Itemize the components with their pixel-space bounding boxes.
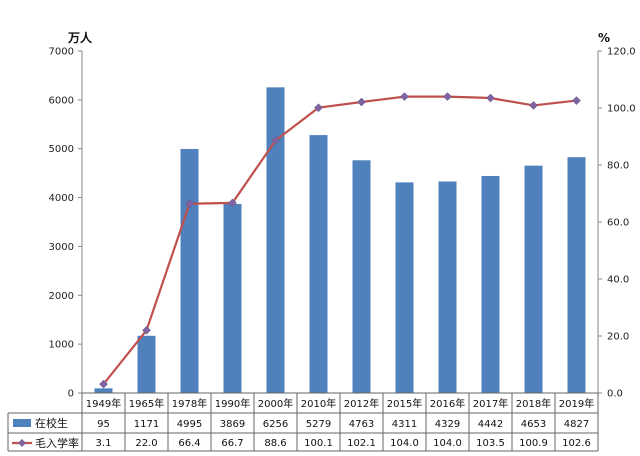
- left-axis-tick-label: 1000: [49, 340, 74, 351]
- legend-key-marker: [18, 439, 26, 447]
- bar: [94, 388, 113, 393]
- table-cell: 4763: [349, 419, 374, 430]
- table-cell: 4995: [177, 419, 202, 430]
- line-point: [529, 101, 538, 110]
- line-point: [357, 97, 366, 107]
- line-point: [228, 198, 237, 208]
- x-tick-label: 1965年: [129, 397, 164, 410]
- line-point: [400, 92, 409, 101]
- table-cell: 103.5: [476, 438, 505, 449]
- line-point: [185, 199, 194, 209]
- right-axis-tick-label: 0.0: [607, 389, 623, 400]
- right-axis-tick-label: 120.0: [607, 47, 636, 58]
- table-cell: 104.0: [433, 438, 462, 449]
- bar: [266, 87, 285, 393]
- right-axis-tick-label: 100.0: [607, 104, 636, 115]
- axes: 0 1000 2000 3000 4000 5000 6000 7000 0.0 20.0 40.0…: [49, 47, 636, 400]
- right-axis-tick-label: 40.0: [607, 275, 629, 286]
- table-cell: 4442: [478, 419, 503, 430]
- table-cell: 100.9: [519, 438, 548, 449]
- left-axis-tick-label: 4000: [49, 193, 74, 204]
- table-cell: 102.6: [562, 438, 591, 449]
- x-tick-label: 2015年: [387, 397, 422, 410]
- table-cell: 6256: [263, 419, 288, 430]
- right-axis-tick-label: 80.0: [607, 161, 629, 172]
- left-axis-tick-label: 0: [68, 389, 74, 400]
- table-cell: 22.0: [135, 438, 157, 449]
- x-tick-label: 2012年: [344, 397, 379, 410]
- bar: [180, 148, 199, 393]
- bar: [395, 182, 414, 393]
- bar: [309, 135, 328, 394]
- right-axis-tick-label: 60.0: [607, 218, 629, 229]
- line-point: [314, 103, 323, 113]
- bar: [481, 175, 500, 393]
- x-tick-label: 2018年: [516, 397, 551, 410]
- table-cell: 102.1: [347, 438, 376, 449]
- table-cell: 4653: [521, 419, 546, 430]
- line-point: [443, 92, 452, 101]
- data-table: 1949年 1965年 1978年 1990年 2000年 2010年 2012年 2015年…: [7, 392, 599, 452]
- table-cell: 100.1: [304, 438, 333, 449]
- table-cell: 4329: [435, 419, 460, 430]
- bar: [137, 335, 156, 393]
- table-cell: 88.6: [264, 438, 286, 449]
- table-cell: 4311: [392, 419, 417, 430]
- x-tick-label: 2019年: [559, 397, 594, 410]
- left-axis-tick-label: 3000: [49, 242, 74, 253]
- bar: [223, 203, 242, 393]
- table-cell: 66.4: [178, 438, 200, 449]
- bar: [352, 160, 371, 393]
- table-cell: 4827: [564, 419, 589, 430]
- bar-series: [94, 87, 586, 394]
- line-point: [572, 96, 581, 105]
- right-axis-tick-label: 20.0: [607, 332, 629, 343]
- legend-label: 在校生: [35, 416, 68, 430]
- left-axis-tick-label: 2000: [49, 291, 74, 302]
- line-point: [486, 93, 495, 103]
- x-tick-label: 1990年: [215, 397, 250, 410]
- line-point: [142, 325, 151, 335]
- x-tick-label: 2016年: [430, 397, 465, 410]
- line-path: [102, 95, 577, 385]
- left-axis-tick-label: 7000: [49, 47, 74, 58]
- left-axis-unit: 万人: [67, 30, 93, 45]
- bar: [438, 181, 457, 393]
- table-cell: 104.0: [390, 438, 419, 449]
- table-cell: 1171: [134, 419, 159, 430]
- x-tick-label: 2010年: [301, 397, 336, 410]
- right-axis-unit: %: [598, 31, 610, 45]
- table-cell: 3.1: [96, 438, 112, 449]
- x-tick-label: 2000年: [258, 397, 293, 410]
- table-cell: 5279: [306, 419, 331, 430]
- line-point: [271, 136, 280, 145]
- x-tick-label: 2017年: [473, 397, 508, 410]
- line-point: [99, 379, 108, 389]
- x-tick-label: 1978年: [172, 397, 207, 410]
- x-tick-label: 1949年: [86, 397, 121, 410]
- bar: [567, 157, 586, 393]
- legend-key-bar: [13, 419, 31, 427]
- table-cell: 66.7: [221, 438, 243, 449]
- bar: [524, 165, 543, 393]
- left-axis-tick-label: 5000: [49, 144, 74, 155]
- table-cell: 95: [97, 419, 110, 430]
- legend-label: 毛入学率: [35, 436, 79, 450]
- table-cell: 3869: [220, 419, 245, 430]
- line-series: [99, 92, 581, 389]
- left-axis-tick-label: 6000: [49, 95, 74, 106]
